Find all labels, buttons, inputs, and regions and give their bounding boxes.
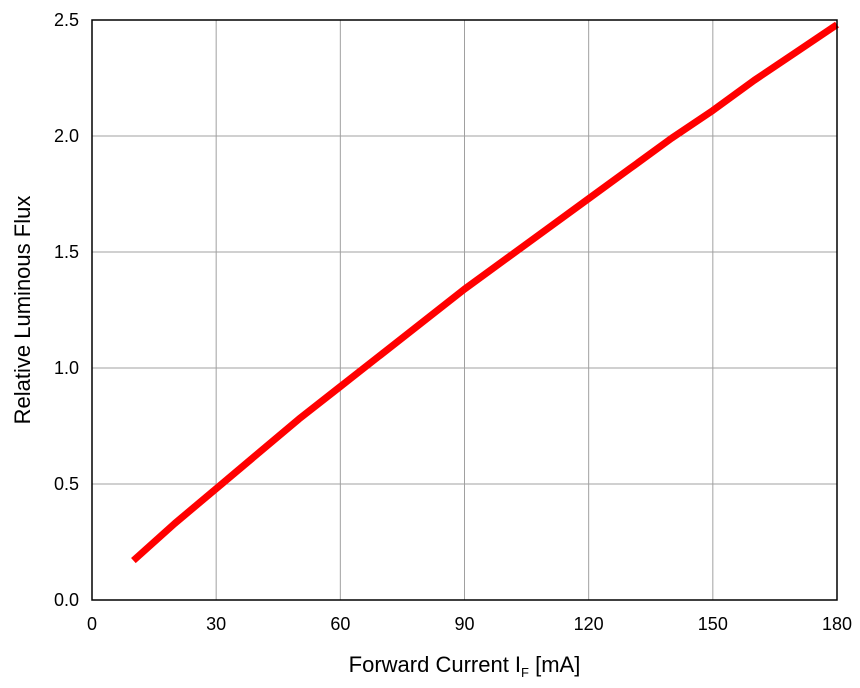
x-tick-label: 30	[206, 614, 226, 634]
x-axis-title-suffix: [mA]	[529, 652, 580, 677]
x-axis-title-prefix: Forward Current I	[349, 652, 521, 677]
x-tick-label: 0	[87, 614, 97, 634]
y-tick-label: 2.0	[54, 126, 79, 146]
y-tick-label: 1.0	[54, 358, 79, 378]
y-tick-label: 0.5	[54, 474, 79, 494]
x-tick-label: 150	[698, 614, 728, 634]
plot-area-frame	[91, 19, 838, 601]
y-tick-label: 2.5	[54, 10, 79, 30]
x-axis-ticks: 0 30 60 90 120 150 180	[87, 614, 852, 634]
y-tick-label: 1.5	[54, 242, 79, 262]
y-axis-ticks: 0.0 0.5 1.0 1.5 2.0 2.5	[54, 10, 79, 610]
x-tick-label: 180	[822, 614, 852, 634]
x-tick-label: 90	[454, 614, 474, 634]
x-axis-title-subscript: F	[521, 665, 529, 680]
series-layer	[131, 21, 839, 564]
y-tick-label: 0.0	[54, 590, 79, 610]
x-axis-title: Forward Current IF [mA]	[349, 652, 581, 680]
y-axis-title: Relative Luminous Flux	[10, 196, 35, 425]
x-tick-label: 120	[574, 614, 604, 634]
x-tick-label: 60	[330, 614, 350, 634]
grid-lines	[92, 20, 837, 600]
series-line-relative-luminous-flux	[131, 21, 839, 564]
